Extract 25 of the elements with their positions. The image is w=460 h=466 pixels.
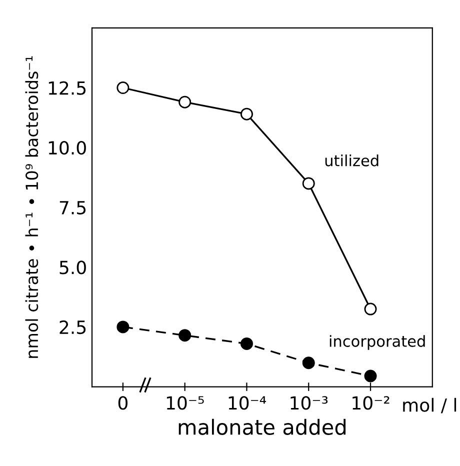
point: [116, 82, 130, 94]
y-axis-title: nmol citrate • h⁻¹ • 10⁹ bacteroids⁻¹: [25, 56, 38, 358]
series-label: incorporated: [330, 335, 425, 350]
point: [240, 108, 253, 120]
point: [240, 337, 253, 350]
y-tick-label: 12.5: [48, 81, 86, 95]
y-tick-label: 7.5: [60, 201, 86, 214]
point: [364, 370, 377, 382]
x-tick-label: 10⁻³: [290, 396, 328, 410]
x-tick-label: 10⁻⁵: [166, 396, 204, 410]
point: [178, 96, 192, 108]
y-tick-label: 10.0: [48, 141, 86, 155]
point: [364, 302, 377, 316]
x-tick-label: 10⁻²: [352, 396, 390, 410]
point: [302, 356, 315, 370]
x-axis-title: malonate added: [178, 418, 346, 435]
point: [178, 329, 192, 342]
text: mol / l: [403, 398, 456, 414]
y-tick-label: 5.0: [60, 260, 86, 274]
y-tick-label: 2.5: [60, 320, 86, 334]
series-label: utilized: [325, 154, 378, 166]
point: [302, 177, 315, 190]
x-tick-label: 10⁻⁴: [228, 396, 266, 410]
point: [116, 320, 130, 334]
x-tick-label: 0: [118, 396, 128, 410]
